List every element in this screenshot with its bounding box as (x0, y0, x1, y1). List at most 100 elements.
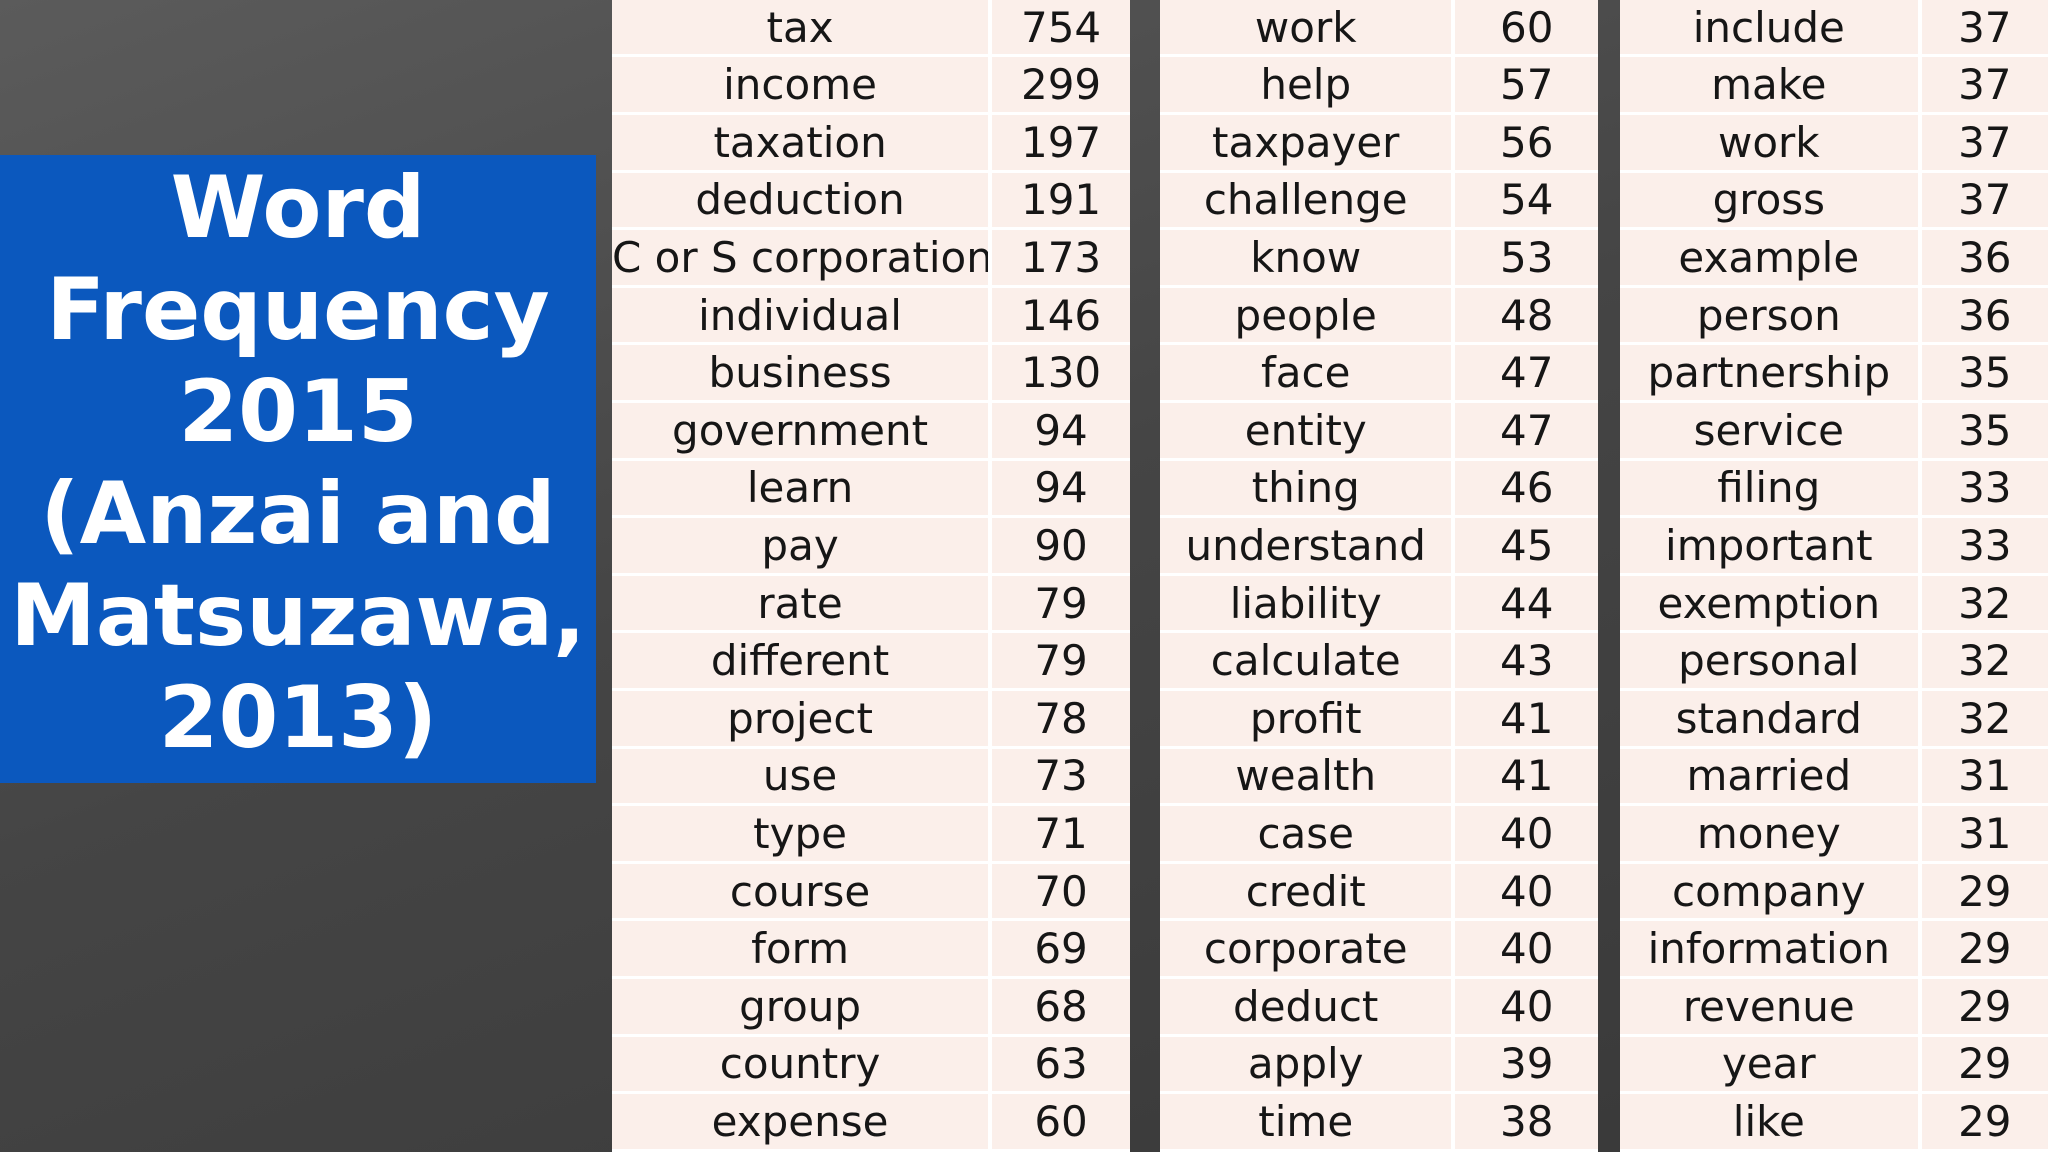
count-cell: 79 (990, 574, 1130, 634)
count-cell: 41 (1453, 689, 1598, 749)
table-row: partnership 35 (1620, 343, 2048, 403)
word-cell: help (1160, 55, 1456, 116)
count-cell: 29 (1919, 1092, 2048, 1152)
count-cell: 54 (1453, 171, 1598, 231)
table-row: course 70 (612, 862, 1130, 922)
word-cell: example (1620, 228, 1922, 288)
count-cell: 40 (1453, 862, 1598, 922)
count-cell: 47 (1453, 343, 1598, 403)
word-cell: work (1160, 0, 1456, 58)
word-cell: deduct (1160, 977, 1456, 1037)
frequency-table-2: work 60 help 57 taxpayer 56 challenge 54 know 53 p… (1160, 0, 1598, 1152)
word-cell: standard (1620, 689, 1922, 749)
table-row: money 31 (1620, 804, 2048, 864)
word-cell: learn (612, 459, 993, 519)
word-cell: expense (612, 1092, 993, 1152)
count-cell: 38 (1453, 1092, 1598, 1152)
count-cell: 43 (1453, 631, 1598, 691)
table-row: work 37 (1620, 113, 2048, 173)
count-cell: 40 (1453, 919, 1598, 979)
table-row: people 48 (1160, 286, 1598, 346)
table-row: challenge 54 (1160, 171, 1598, 231)
table-row: taxpayer 56 (1160, 113, 1598, 173)
count-cell: 32 (1919, 574, 2048, 634)
table-row: information 29 (1620, 919, 2048, 979)
count-cell: 31 (1919, 804, 2048, 864)
count-cell: 47 (1453, 401, 1598, 461)
count-cell: 56 (1453, 113, 1598, 173)
word-cell: group (612, 977, 993, 1037)
count-cell: 44 (1453, 574, 1598, 634)
count-cell: 33 (1919, 516, 2048, 576)
table-row: wealth 41 (1160, 747, 1598, 807)
frequency-table-3: include 37 make 37 work 37 gross 37 example 36 per… (1620, 0, 2048, 1152)
word-cell: personal (1620, 631, 1922, 691)
count-cell: 173 (990, 228, 1130, 288)
count-cell: 130 (990, 343, 1130, 403)
count-cell: 40 (1453, 804, 1598, 864)
table-row: group 68 (612, 977, 1130, 1037)
count-cell: 70 (990, 862, 1130, 922)
word-cell: course (612, 862, 993, 922)
table-row: deduction 191 (612, 171, 1130, 231)
count-cell: 69 (990, 919, 1130, 979)
count-cell: 197 (990, 113, 1130, 173)
word-cell: make (1620, 55, 1922, 116)
word-cell: different (612, 631, 993, 691)
table-row: standard 32 (1620, 689, 2048, 749)
table-row: income 299 (612, 55, 1130, 116)
table-row: expense 60 (612, 1092, 1130, 1152)
table-row: personal 32 (1620, 631, 2048, 691)
word-cell: thing (1160, 459, 1456, 519)
table-row: help 57 (1160, 55, 1598, 116)
word-cell: understand (1160, 516, 1456, 576)
word-cell: profit (1160, 689, 1456, 749)
table-row: learn 94 (612, 459, 1130, 519)
word-cell: information (1620, 919, 1922, 979)
frequency-table-1: tax 754 income 299 taxation 197 deduction 191 C … (612, 0, 1130, 1152)
table-row: country 63 (612, 1035, 1130, 1095)
count-cell: 33 (1919, 459, 2048, 519)
count-cell: 90 (990, 516, 1130, 576)
word-cell: know (1160, 228, 1456, 288)
table-row: calculate 43 (1160, 631, 1598, 691)
word-cell: entity (1160, 401, 1456, 461)
count-cell: 78 (990, 689, 1130, 749)
table-row: pay 90 (612, 516, 1130, 576)
word-cell: liability (1160, 574, 1456, 634)
table-row: business 130 (612, 343, 1130, 403)
count-cell: 48 (1453, 286, 1598, 346)
count-cell: 29 (1919, 919, 2048, 979)
word-cell: like (1620, 1092, 1922, 1152)
word-cell: gross (1620, 171, 1922, 231)
table-row: individual 146 (612, 286, 1130, 346)
word-cell: time (1160, 1092, 1456, 1152)
word-cell: taxation (612, 113, 993, 173)
table-row: credit 40 (1160, 862, 1598, 922)
count-cell: 36 (1919, 286, 2048, 346)
table-row: deduct 40 (1160, 977, 1598, 1037)
word-cell: married (1620, 747, 1922, 807)
table-row: work 60 (1160, 0, 1598, 58)
count-cell: 754 (990, 0, 1130, 58)
word-cell: country (612, 1035, 993, 1095)
word-cell: corporate (1160, 919, 1456, 979)
count-cell: 35 (1919, 401, 2048, 461)
title-box: Word Frequency 2015 (Anzai and Matsuzawa… (0, 155, 596, 783)
word-cell: year (1620, 1035, 1922, 1095)
word-cell: type (612, 804, 993, 864)
count-cell: 39 (1453, 1035, 1598, 1095)
word-cell: business (612, 343, 993, 403)
count-cell: 29 (1919, 977, 2048, 1037)
word-cell: pay (612, 516, 993, 576)
count-cell: 37 (1919, 55, 2048, 116)
slide-title: Word Frequency 2015 (Anzai and Matsuzawa… (10, 158, 586, 768)
table-row: profit 41 (1160, 689, 1598, 749)
word-cell: government (612, 401, 993, 461)
word-cell: filing (1620, 459, 1922, 519)
table-row: different 79 (612, 631, 1130, 691)
count-cell: 41 (1453, 747, 1598, 807)
count-cell: 46 (1453, 459, 1598, 519)
word-cell: face (1160, 343, 1456, 403)
table-row: understand 45 (1160, 516, 1598, 576)
